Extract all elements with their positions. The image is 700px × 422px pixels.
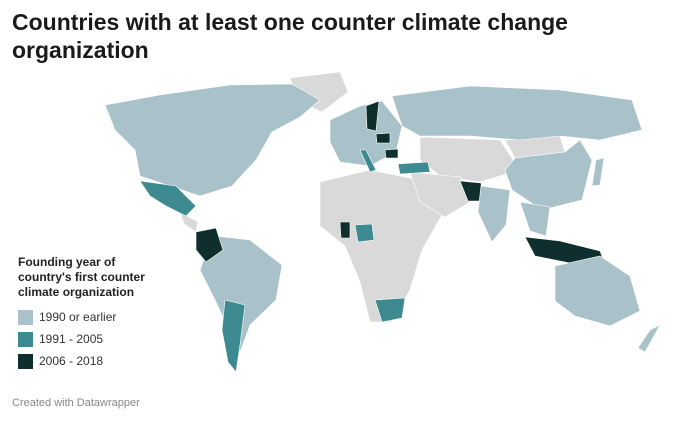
- legend-swatch: [18, 353, 33, 369]
- mexico: [139, 180, 197, 217]
- russia: [391, 85, 643, 141]
- romania: [384, 148, 399, 159]
- ghana: [339, 221, 351, 239]
- south-america: [199, 235, 283, 353]
- middle-east: [409, 171, 471, 218]
- colombia: [195, 227, 224, 263]
- italy: [359, 149, 377, 173]
- legend-item: 2006 - 2018: [18, 350, 158, 372]
- china: [504, 139, 593, 211]
- credit: Created with Datawrapper: [12, 397, 140, 409]
- south-africa: [374, 297, 406, 323]
- australia: [554, 255, 641, 327]
- new-zealand: [637, 324, 661, 353]
- turkey: [397, 161, 431, 175]
- nigeria: [354, 223, 375, 243]
- north-america: [104, 83, 321, 197]
- poland: [375, 132, 391, 144]
- southeast-asia: [519, 201, 551, 237]
- legend-label: 1991 - 2005: [39, 332, 104, 346]
- sweden: [365, 100, 380, 132]
- legend-swatch: [18, 331, 33, 347]
- india: [477, 185, 511, 243]
- country-regions: [104, 83, 661, 373]
- legend: Founding year of country's first counter…: [18, 255, 158, 372]
- legend-title: Founding year of country's first counter…: [18, 255, 145, 299]
- legend-swatch: [18, 309, 33, 325]
- legend-item: 1990 or earlier: [18, 306, 158, 328]
- central-america: [179, 211, 199, 233]
- argentina: [221, 299, 246, 373]
- central-asia: [419, 136, 521, 183]
- title: Countries with at least one counter clim…: [12, 9, 568, 63]
- legend-label: 1990 or earlier: [39, 310, 117, 324]
- no-data-regions: [179, 71, 566, 323]
- legend-label: 2006 - 2018: [39, 354, 104, 368]
- japan: [591, 157, 605, 187]
- legend-item: 1991 - 2005: [18, 328, 158, 350]
